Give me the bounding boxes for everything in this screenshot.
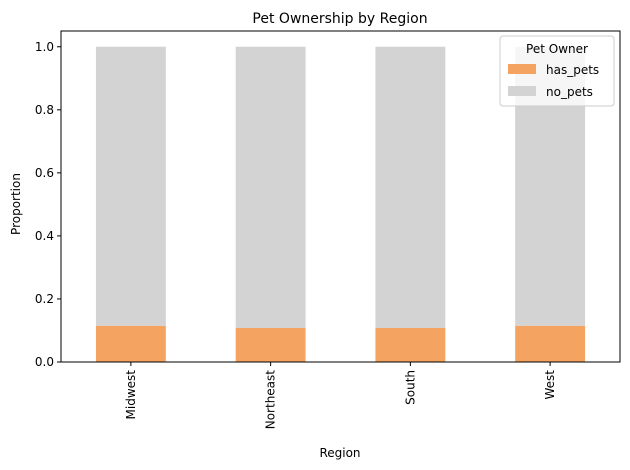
y-tick-label: 1.0 (35, 40, 54, 54)
x-tick-label: South (403, 370, 417, 405)
x-tick-label: Midwest (124, 370, 138, 420)
y-tick-label: 0.6 (35, 166, 54, 180)
bar-no-pets-midwest (95, 46, 166, 326)
y-tick-label: 0.0 (35, 355, 54, 369)
legend-title: Pet Owner (526, 42, 588, 56)
y-axis-ticks: 0.0 0.2 0.4 0.6 0.8 1.0 (35, 40, 61, 369)
legend-swatch-has-pets (508, 64, 536, 74)
chart-title: Pet Ownership by Region (252, 11, 427, 27)
legend-swatch-no-pets (508, 86, 536, 96)
bar-has-pets-west (515, 325, 586, 362)
x-axis-ticks: Midwest Northeast South West (124, 362, 557, 429)
bar-no-pets-northeast (235, 46, 306, 328)
y-tick-label: 0.8 (35, 103, 54, 117)
x-tick-label: Northeast (264, 370, 278, 430)
plot-frame (60, 30, 621, 363)
legend-label-no-pets: no_pets (546, 85, 593, 99)
legend: Pet Owner has_pets no_pets (499, 35, 615, 107)
y-axis-label: Proportion (9, 173, 23, 235)
bar-has-pets-midwest (95, 325, 166, 362)
legend-label-has-pets: has_pets (546, 63, 599, 77)
x-tick-label: West (543, 370, 557, 400)
bars-layer (95, 46, 586, 362)
y-tick-label: 0.4 (35, 229, 54, 243)
bar-no-pets-south (375, 46, 446, 328)
bar-has-pets-south (375, 327, 446, 362)
x-axis-label: Region (319, 446, 360, 460)
y-tick-label: 0.2 (35, 292, 54, 306)
bar-has-pets-northeast (235, 327, 306, 362)
plot-border (60, 30, 621, 363)
